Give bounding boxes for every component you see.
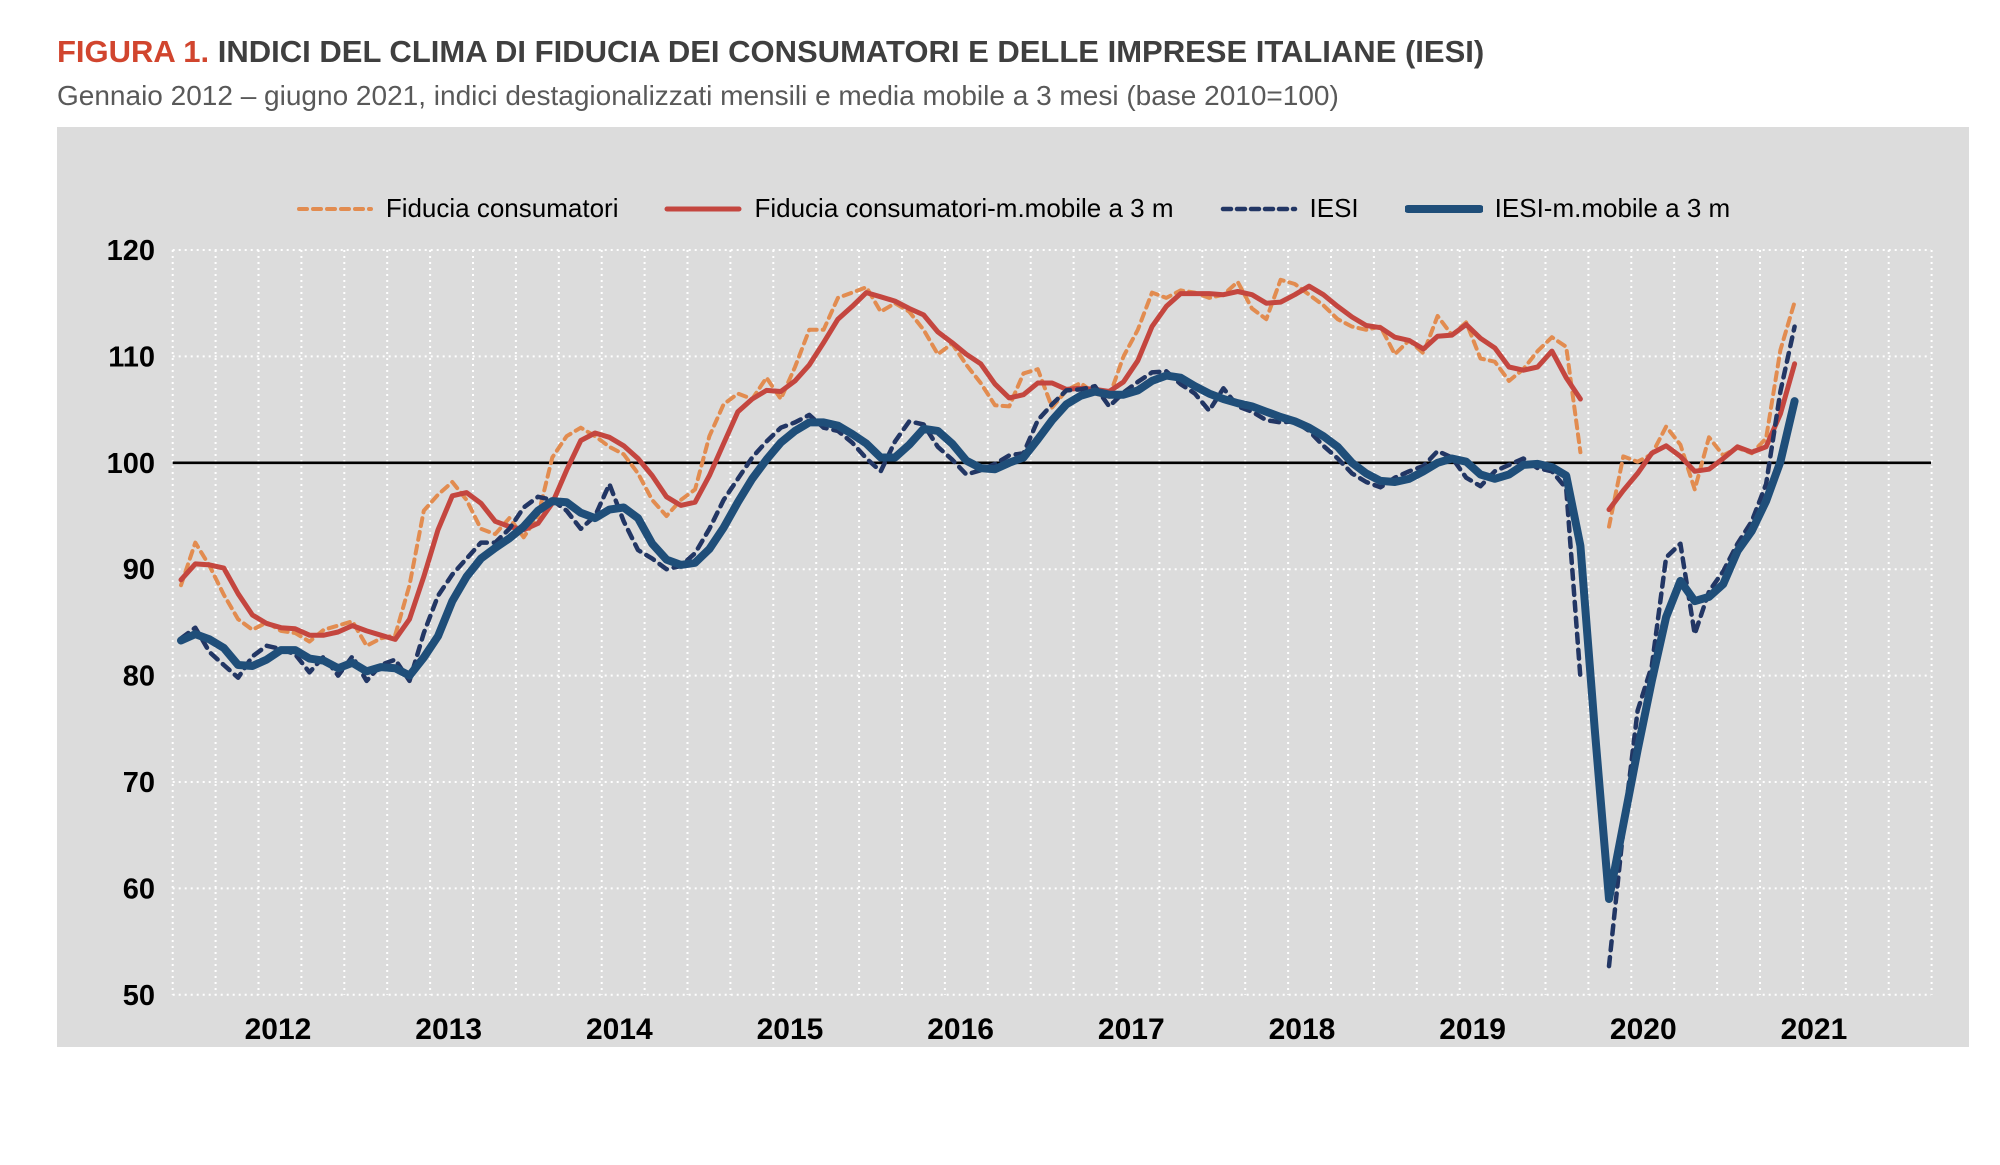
x-axis-year-label: 2020 xyxy=(1610,1013,1677,1046)
chart-legend: Fiducia consumatori Fiducia consumatori-m… xyxy=(57,193,1969,224)
y-axis-tick-label: 90 xyxy=(123,554,155,586)
y-axis-tick-label: 120 xyxy=(107,235,155,267)
y-axis-tick-label: 110 xyxy=(108,341,155,373)
chart-panel: 120 110 100 90 80 70 60 50 2012 2013 2014 2015 2016 2… xyxy=(57,127,1969,1047)
figure-label: FIGURA 1. xyxy=(57,34,218,69)
legend-line-sample xyxy=(296,206,373,211)
legend-line-sample xyxy=(1220,206,1297,211)
x-axis-year-label: 2016 xyxy=(927,1013,994,1046)
y-axis-tick-label: 60 xyxy=(123,873,155,905)
figure-header: FIGURA 1. INDICI DEL CLIMA DI FIDUCIA DE… xyxy=(57,34,1957,112)
legend-line-sample xyxy=(664,206,742,211)
y-axis-tick-label: 100 xyxy=(107,448,155,480)
x-axis-year-label: 2019 xyxy=(1439,1013,1506,1046)
legend-label: Fiducia consumatori-m.mobile a 3 m xyxy=(754,193,1174,223)
x-axis-year-label: 2014 xyxy=(586,1013,653,1046)
x-axis-year-label: 2018 xyxy=(1269,1013,1336,1046)
legend-line-sample xyxy=(1404,204,1483,213)
series-iesi-m-mobile-a-3-m xyxy=(177,371,1799,903)
legend-item: IESI-m.mobile a 3 m xyxy=(1404,193,1731,224)
x-axis-year-label: 2012 xyxy=(245,1013,312,1046)
figure-title: FIGURA 1. INDICI DEL CLIMA DI FIDUCIA DE… xyxy=(57,34,1957,70)
x-axis-year-label: 2015 xyxy=(757,1013,824,1046)
y-axis-tick-label: 70 xyxy=(123,767,155,799)
legend-label: IESI xyxy=(1309,193,1359,223)
legend-item: IESI xyxy=(1220,193,1359,224)
figure-title-text: INDICI DEL CLIMA DI FIDUCIA DEI CONSUMAT… xyxy=(217,34,1485,69)
y-axis-tick-label: 50 xyxy=(123,980,155,1012)
legend-label: IESI-m.mobile a 3 m xyxy=(1494,193,1731,223)
legend-item: Fiducia consumatori-m.mobile a 3 m xyxy=(664,193,1174,224)
figure-subtitle: Gennaio 2012 – giugno 2021, indici desta… xyxy=(57,80,1339,111)
x-axis-year-label: 2017 xyxy=(1098,1013,1165,1046)
series-fiducia-consumatori-m-mobile-a-3-m xyxy=(178,283,1798,642)
chart-svg: 120 110 100 90 80 70 60 50 2012 2013 2014 2015 2016 2… xyxy=(107,235,1933,1046)
y-axis-tick-label: 80 xyxy=(123,661,155,693)
series-fiducia-consumatori xyxy=(179,277,1797,648)
legend-label: Fiducia consumatori xyxy=(385,193,619,223)
x-axis-year-label: 2013 xyxy=(415,1013,482,1046)
legend-item: Fiducia consumatori xyxy=(296,193,619,224)
x-axis-year-label: 2021 xyxy=(1781,1013,1848,1046)
